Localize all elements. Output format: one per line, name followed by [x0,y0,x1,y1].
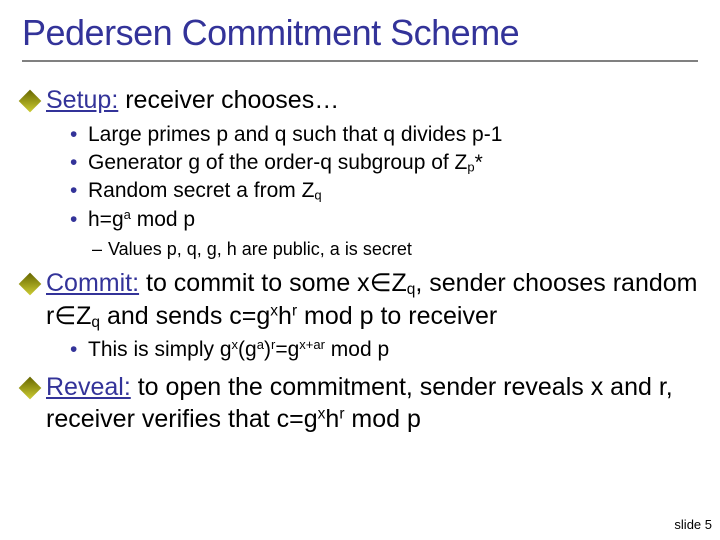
commit-sub-item: This is simply gx(ga)r=gx+ar mod p [70,336,698,364]
setup-note: Values p, q, g, h are public, a is secre… [92,238,698,261]
setup-item-3: Random secret a from Zq [70,177,698,205]
setup-item-3-sub: q [314,188,321,203]
setup-item-2: Generator g of the order-q subgroup of Z… [70,149,698,177]
commit-t4-sub: q [91,314,100,331]
commit-sub-d-sup: x+ar [299,337,325,352]
diamond-bullet-icon [19,273,42,296]
commit-sub-c: ) [264,338,271,361]
commit-t2: Z [391,269,406,297]
commit-heading-row: Commit: to commit to some x∈Zq, sender c… [22,267,698,332]
commit-label: Commit: [46,269,139,297]
commit-sub-d: =g [275,338,299,361]
commit-t7: mod p to receiver [297,302,497,330]
section-setup: Setup: receiver chooses… Large primes p … [22,84,698,261]
slide-number: slide 5 [674,517,712,532]
reveal-body: Reveal: to open the commitment, sender r… [46,371,698,436]
commit-sub-a: This is simply g [88,338,232,361]
diamond-bullet-icon [19,376,42,399]
commit-body: Commit: to commit to some x∈Zq, sender c… [46,267,698,332]
section-reveal: Reveal: to open the commitment, sender r… [22,371,698,436]
diamond-bullet-icon [19,90,42,113]
commit-t6: h [278,302,292,330]
commit-sub-e: mod p [325,338,389,361]
commit-t4: Z [76,302,91,330]
setup-item-4-post: mod p [131,208,195,231]
reveal-label: Reveal: [46,373,131,401]
setup-item-2-text: Generator g of the order-q subgroup of Z [88,151,467,174]
setup-item-4-text: h=g [88,208,124,231]
setup-sub-list: Large primes p and q such that q divides… [70,121,698,234]
setup-item-2-post: * [475,151,483,174]
setup-item-1: Large primes p and q such that q divides… [70,121,698,149]
commit-in2: ∈ [54,302,76,330]
commit-sub-b-sup: a [257,337,264,352]
setup-item-3-text: Random secret a from Z [88,179,314,202]
setup-heading-row: Setup: receiver chooses… [22,84,698,117]
commit-sub-list: This is simply gx(ga)r=gx+ar mod p [70,336,698,364]
commit-in1: ∈ [370,269,392,297]
setup-item-1-text: Large primes p and q such that q divides… [88,123,502,146]
setup-text: receiver chooses… [118,86,339,114]
slide: Pedersen Commitment Scheme Setup: receiv… [0,0,720,540]
setup-item-4: h=ga mod p [70,206,698,234]
reveal-heading-row: Reveal: to open the commitment, sender r… [22,371,698,436]
title-divider [22,60,698,62]
commit-t1: to commit to some x [139,269,370,297]
commit-sub-b: (g [238,338,257,361]
reveal-t3: mod p [344,405,420,433]
setup-item-2-sub: p [467,159,474,174]
section-commit: Commit: to commit to some x∈Zq, sender c… [22,267,698,364]
setup-label: Setup: [46,86,118,114]
setup-heading: Setup: receiver chooses… [46,84,698,117]
reveal-t2: h [325,405,339,433]
setup-item-4-sup: a [124,206,131,221]
commit-t5: and sends c=g [100,302,270,330]
commit-t5-sup: x [270,302,278,319]
page-title: Pedersen Commitment Scheme [22,12,698,54]
